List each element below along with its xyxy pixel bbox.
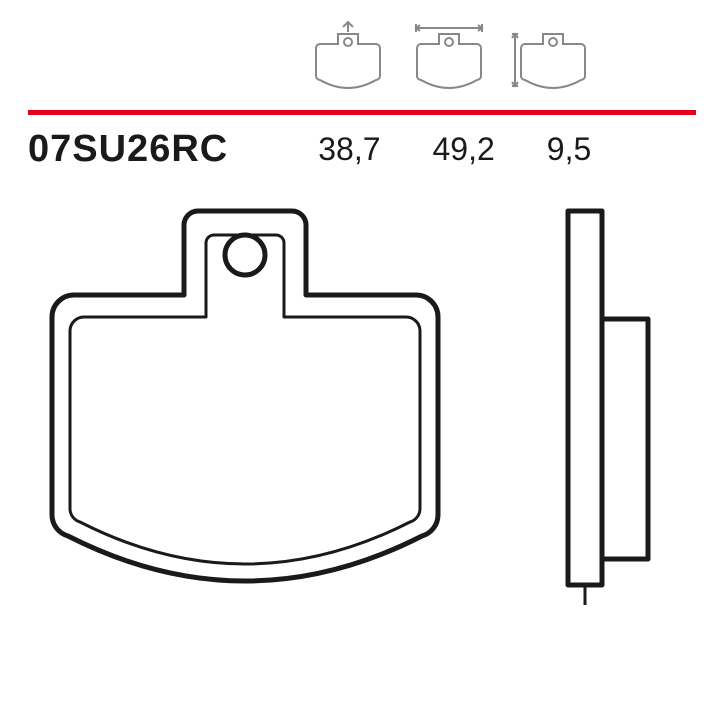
pad-icon-height bbox=[510, 20, 596, 98]
dimensions-group: 38,7 49,2 9,5 bbox=[318, 131, 591, 168]
dim-thickness: 9,5 bbox=[547, 131, 591, 168]
dimension-icons-row bbox=[308, 20, 596, 98]
spec-row: 07SU26RC 38,7 49,2 9,5 bbox=[28, 128, 696, 171]
pad-icon-front bbox=[308, 20, 388, 98]
part-number: 07SU26RC bbox=[28, 128, 228, 171]
technical-drawing bbox=[28, 205, 696, 705]
side-view bbox=[568, 211, 648, 605]
dim-height: 49,2 bbox=[433, 131, 495, 168]
pad-icon-width bbox=[406, 20, 492, 98]
front-view bbox=[52, 211, 438, 581]
drawing-svg bbox=[28, 205, 696, 705]
dim-width: 38,7 bbox=[318, 131, 380, 168]
separator-line bbox=[28, 110, 696, 115]
